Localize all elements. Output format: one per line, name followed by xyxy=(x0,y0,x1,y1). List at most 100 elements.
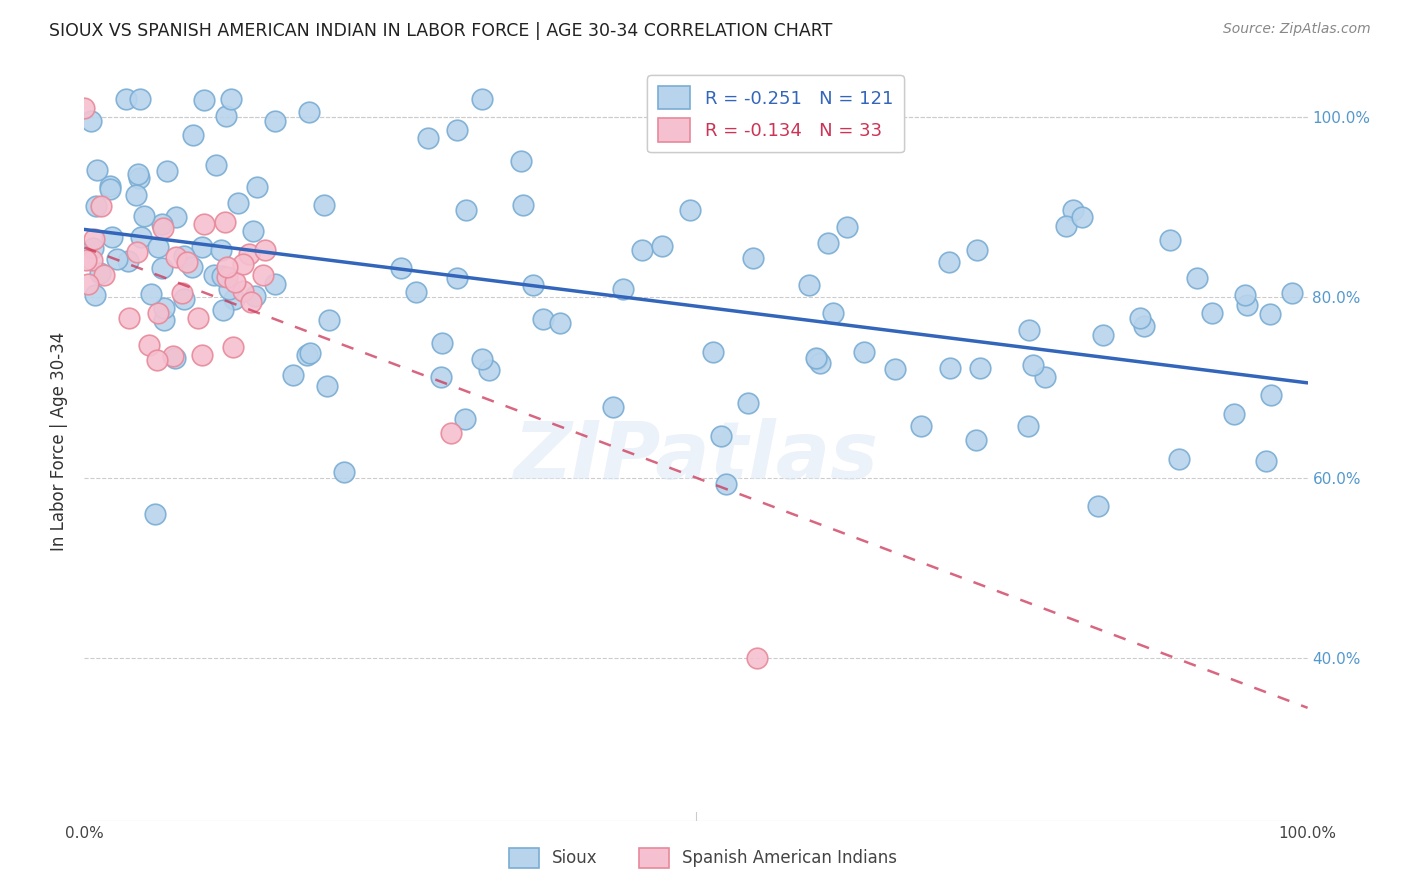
Point xyxy=(883,362,905,376)
Point xyxy=(264,114,287,128)
Point xyxy=(612,282,634,296)
Point xyxy=(153,313,176,327)
Point xyxy=(679,202,702,217)
Point xyxy=(222,293,245,307)
Point xyxy=(651,239,673,253)
Point xyxy=(98,182,121,196)
Point xyxy=(128,170,150,185)
Point xyxy=(1129,310,1152,325)
Point xyxy=(1062,202,1084,217)
Point xyxy=(938,254,960,268)
Point xyxy=(835,220,858,235)
Point xyxy=(512,197,534,211)
Point xyxy=(117,254,139,268)
Point xyxy=(125,244,148,259)
Point xyxy=(1017,418,1039,433)
Point xyxy=(1091,327,1114,342)
Point xyxy=(134,209,156,223)
Point xyxy=(1254,454,1277,468)
Point xyxy=(965,434,987,448)
Point xyxy=(118,311,141,326)
Point xyxy=(471,352,494,367)
Point xyxy=(150,260,173,275)
Point xyxy=(191,240,214,254)
Point xyxy=(215,269,238,284)
Point xyxy=(146,353,169,368)
Point xyxy=(853,345,876,359)
Point xyxy=(127,168,149,182)
Point xyxy=(318,312,340,326)
Point xyxy=(1234,287,1257,301)
Point xyxy=(232,257,254,271)
Point xyxy=(1260,388,1282,402)
Point xyxy=(405,285,427,300)
Y-axis label: In Labor Force | Age 30-34: In Labor Force | Age 30-34 xyxy=(51,332,69,551)
Point xyxy=(1281,285,1303,300)
Point xyxy=(101,230,124,244)
Point xyxy=(454,412,477,426)
Point xyxy=(316,379,339,393)
Point xyxy=(138,338,160,352)
Point xyxy=(80,114,103,128)
Point xyxy=(531,312,554,326)
Point xyxy=(232,284,254,298)
Point xyxy=(333,465,356,479)
Point xyxy=(1185,271,1208,285)
Point xyxy=(969,361,991,376)
Point xyxy=(204,158,226,172)
Point xyxy=(817,235,839,250)
Point xyxy=(152,221,174,235)
Point xyxy=(105,252,128,266)
Point xyxy=(471,91,494,105)
Point xyxy=(211,302,233,317)
Point xyxy=(146,240,169,254)
Point xyxy=(224,276,246,290)
Point xyxy=(129,230,152,244)
Point xyxy=(193,217,215,231)
Point xyxy=(821,306,844,320)
Point xyxy=(631,243,654,257)
Point xyxy=(429,370,451,384)
Point xyxy=(298,104,321,119)
Point xyxy=(1054,219,1077,234)
Point xyxy=(804,351,827,366)
Point xyxy=(93,268,115,282)
Point xyxy=(82,242,104,256)
Point xyxy=(806,352,828,367)
Point xyxy=(176,255,198,269)
Point xyxy=(314,198,336,212)
Point xyxy=(389,261,412,276)
Point xyxy=(295,348,318,362)
Point xyxy=(226,196,249,211)
Point xyxy=(416,130,439,145)
Point xyxy=(299,345,322,359)
Point xyxy=(209,244,232,258)
Point xyxy=(84,199,107,213)
Point xyxy=(156,164,179,178)
Point xyxy=(478,363,501,377)
Point xyxy=(252,268,274,283)
Point xyxy=(181,128,204,142)
Text: SIOUX VS SPANISH AMERICAN INDIAN IN LABOR FORCE | AGE 30-34 CORRELATION CHART: SIOUX VS SPANISH AMERICAN INDIAN IN LABO… xyxy=(49,22,832,40)
Point xyxy=(218,282,240,296)
Point xyxy=(202,268,225,282)
Point xyxy=(1033,369,1056,384)
Point xyxy=(83,288,105,302)
Point xyxy=(89,266,111,280)
Point xyxy=(1159,233,1181,247)
Point xyxy=(77,277,100,291)
Point xyxy=(1070,210,1092,224)
Point xyxy=(281,368,304,382)
Point xyxy=(128,91,150,105)
Point xyxy=(187,310,209,325)
Point xyxy=(246,180,269,194)
Point xyxy=(150,217,173,231)
Point xyxy=(808,356,831,370)
Point xyxy=(522,278,544,293)
Point xyxy=(80,253,103,268)
Point xyxy=(1201,306,1223,320)
Point xyxy=(165,250,187,264)
Point xyxy=(716,476,738,491)
Point xyxy=(148,305,170,319)
Point xyxy=(242,224,264,238)
